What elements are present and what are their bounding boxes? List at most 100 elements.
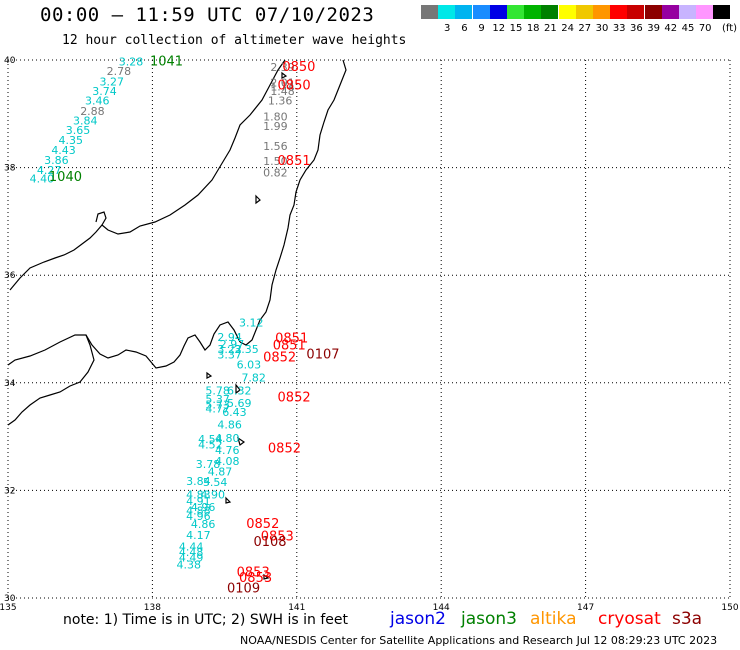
pass-time-label: 0852 [278, 391, 311, 406]
swh-value-label: 0.82 [263, 167, 288, 180]
noto-peninsula [95, 211, 107, 226]
pass-time-label: 0850 [278, 79, 311, 94]
pass-time-label: 0853 [239, 571, 272, 586]
swh-value-label: 3.46 [85, 95, 110, 108]
swh-value-label: 5.73 [205, 399, 230, 412]
footnote: note: 1) Time is in UTC; 2) SWH is in fe… [63, 612, 349, 628]
satellite-legend-item: cryosat [598, 609, 661, 629]
swh-value-label: 3.74 [92, 85, 117, 98]
swh-value-label: 4.40 [30, 173, 55, 186]
colorbar-tick-label: 9 [478, 23, 485, 34]
colorbar-tick-label: 6 [461, 23, 468, 34]
pass-time-label: 0852 [268, 442, 301, 457]
honshu-northeast-coast [239, 59, 347, 346]
colorbar-swatch [558, 5, 576, 19]
pass-time-label: 0852 [246, 517, 279, 532]
page-subtitle: 12 hour collection of altimeter wave hei… [62, 33, 407, 48]
swh-value-label: 3.35 [234, 343, 259, 356]
axis-labels: 135 138 141 144 147 150 40 38 36 34 32 30 [0, 56, 739, 613]
page-title: 00:00 – 11:59 UTC 07/10/2023 [40, 4, 375, 26]
small-island-1 [206, 371, 213, 379]
swh-value-label: 4.90 [201, 488, 226, 501]
pass-time-label: 0850 [282, 60, 315, 75]
map-grid [7, 59, 731, 599]
colorbar-tick-label: 39 [647, 23, 660, 34]
lat-tick-label: 38 [4, 164, 16, 174]
swh-value-label: 4.86 [217, 419, 242, 432]
colorbar-swatch [472, 5, 490, 19]
swh-value-label: 1.80 [263, 110, 288, 123]
lat-tick-label: 34 [4, 379, 16, 389]
swh-value-label: 1.56 [263, 140, 288, 153]
swh-value-label: 5.37 [205, 393, 230, 406]
swh-value-label: 2.39 [270, 61, 295, 74]
pass-time-label: 0851 [275, 331, 308, 346]
izu-oshima [235, 383, 241, 395]
pass-time-label: 1041 [150, 54, 183, 69]
colorbar-swatch [524, 5, 542, 19]
small-island-4 [255, 194, 261, 205]
swh-value-label: 3.28 [119, 55, 144, 68]
pass-time-label: 0853 [237, 565, 270, 580]
swh-value-label: 4.48 [179, 546, 204, 559]
pass-time-label: 0851 [273, 338, 306, 353]
lon-tick-label: 150 [721, 603, 738, 613]
swh-value-label: 5.69 [227, 397, 252, 410]
colorbar-swatch [455, 5, 473, 19]
colorbar-tick-label: 30 [595, 23, 609, 34]
colorbar-tick-label: 36 [630, 23, 643, 34]
colorbar-tick-label: 15 [509, 23, 523, 34]
colorbar-tick-label: 42 [664, 23, 678, 34]
swh-value-label: 2.88 [80, 105, 105, 118]
swh-value-label: 1.99 [263, 120, 288, 133]
colorbar-tick-label: 3 [444, 23, 451, 34]
swh-value-label: 4.91 [186, 495, 211, 508]
swh-value-label: 4.80 [215, 432, 240, 445]
swh-value-label: 3.22 [217, 343, 242, 356]
swh-value-label: 4.43 [51, 144, 76, 157]
colorbar-swatch [438, 5, 456, 19]
swh-value-label: 2.78 [107, 65, 132, 78]
swh-value-label: 3.12 [239, 316, 263, 329]
colorbar-swatch [575, 5, 593, 19]
colorbar-tick-label: 33 [612, 23, 626, 34]
lon-tick-label: 138 [144, 603, 161, 613]
colorbar-swatch [696, 5, 714, 19]
swh-value-label: 6.03 [237, 358, 262, 371]
swh-value-label: 4.88 [186, 505, 211, 518]
swh-value-label: 5.78 [205, 385, 230, 398]
swh-value-label: 4.35 [59, 134, 84, 147]
swh-value-label: 7.82 [241, 372, 265, 385]
swh-value-label: 1.36 [268, 95, 293, 108]
swh-value-label: 1.48 [270, 85, 295, 98]
sado-island [281, 71, 288, 79]
satellite-legend-item: jason2 [390, 609, 446, 629]
colorbar-swatch [627, 5, 645, 19]
colorbar-swatch [421, 5, 438, 19]
swh-labels: 3.282.783.273.743.462.883.843.654.354.43… [30, 55, 295, 571]
swh-value-label: 4.44 [179, 541, 204, 554]
credit-line: NOAA/NESDIS Center for Satellite Applica… [240, 634, 718, 647]
colorbar-swatch [507, 5, 524, 19]
swh-value-label: 4.54 [198, 433, 223, 446]
lat-tick-label: 40 [4, 56, 16, 66]
swh-value-label: 4.52 [198, 438, 223, 451]
colorbar-unit: (ft) [722, 23, 738, 34]
colorbar-tick-label: 45 [681, 23, 695, 34]
colorbar-tick-label: 24 [561, 23, 574, 34]
pass-time-label: 0107 [306, 348, 339, 363]
lon-tick-label: 135 [0, 603, 17, 613]
swh-value-label: 5.54 [203, 476, 228, 489]
hachijo-island [236, 436, 246, 447]
colorbar-swatch [713, 5, 731, 19]
honshu-west-coast [9, 59, 286, 291]
pass-time-label: 0853 [261, 529, 294, 544]
pass-time-label: 1040 [49, 170, 82, 185]
swh-value-label: 3.86 [44, 154, 69, 167]
swh-value-label: 4.17 [186, 529, 211, 542]
swh-value-label: 3.84 [73, 115, 98, 128]
swh-value-label: 4.83 [186, 488, 211, 501]
colorbar-swatch [593, 5, 610, 19]
colorbar-swatch [661, 5, 679, 19]
